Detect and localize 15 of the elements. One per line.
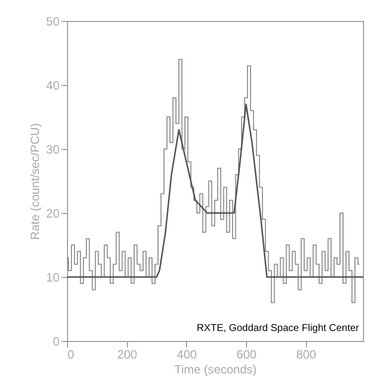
annotation: RXTE, Goddard Space Flight Center	[196, 323, 360, 334]
y-tick-label: 40	[46, 78, 60, 92]
y-axis-title: Rate (count/sec/PCU)	[28, 123, 42, 240]
x-tick-label: 400	[176, 348, 198, 362]
line-series	[67, 103, 363, 278]
x-axis-title: Time (seconds)	[174, 362, 257, 376]
y-tick-label: 0	[52, 334, 60, 348]
x-tick-label: 800	[296, 348, 317, 362]
y-tick-label: 20	[46, 206, 60, 220]
x-tick-label: 600	[236, 348, 257, 362]
y-tick-label: 30	[46, 142, 60, 156]
y-tick-label: 10	[46, 270, 60, 284]
x-tick-label: 200	[117, 348, 138, 362]
y-tick-label: 50	[46, 14, 60, 28]
x-tick-label: 0	[68, 348, 74, 362]
